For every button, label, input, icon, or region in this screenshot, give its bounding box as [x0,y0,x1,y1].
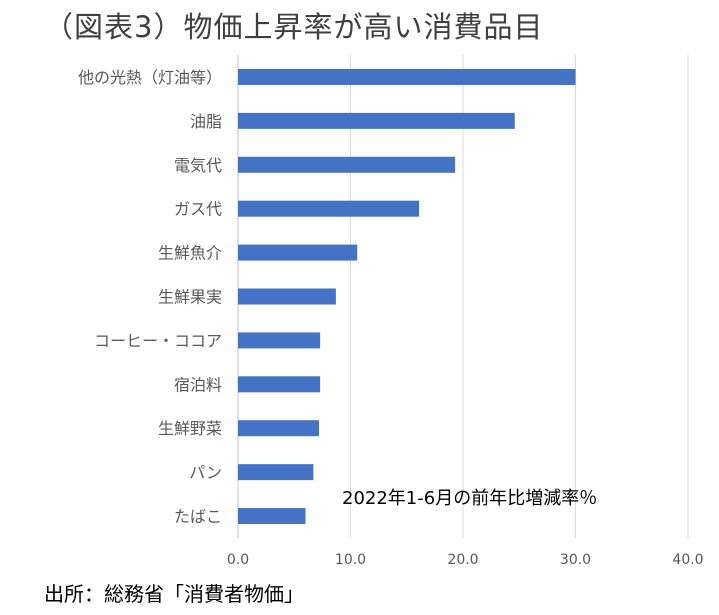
bar [238,332,321,349]
category-label: 油脂 [190,112,222,131]
x-tick-label: 10.0 [335,552,366,568]
bar [238,112,515,129]
bar [238,288,336,305]
bar [238,244,358,261]
source-note: 出所：総務省「消費者物価」 [44,582,304,606]
bar [238,156,456,173]
chart-title: （図表3）物価上昇率が高い消費品目 [44,10,544,44]
x-tick-label: 20.0 [447,552,478,568]
bar [238,68,576,85]
bar [238,508,306,525]
category-label: たばこ [174,507,222,526]
category-label: ガス代 [174,200,222,219]
category-label: 生鮮野菜 [158,419,222,438]
category-label: 他の光熱（灯油等） [78,68,222,87]
bar [238,376,321,393]
chart-annotation: 2022年1-6月の前年比増減率％ [342,488,598,509]
bar [238,200,420,217]
category-label: 生鮮魚介 [158,244,222,263]
bar [238,420,319,437]
category-label: 宿泊料 [174,375,222,394]
category-label: 生鮮果実 [158,288,222,307]
x-tick-label: 40.0 [672,552,703,568]
category-label: パン [189,463,222,482]
x-tick-label: 30.0 [560,552,591,568]
category-label: コーヒー・ココア [94,331,222,350]
x-tick-label: 0.0 [227,552,249,568]
bar [238,464,314,481]
category-label: 電気代 [174,156,222,175]
